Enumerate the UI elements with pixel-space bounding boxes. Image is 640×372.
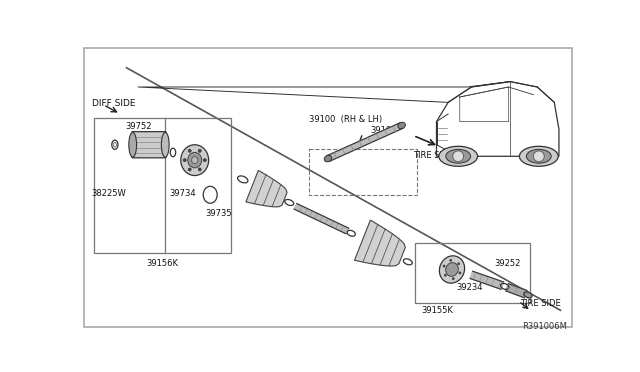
Text: 39734: 39734 bbox=[169, 189, 196, 198]
Ellipse shape bbox=[398, 122, 405, 129]
Ellipse shape bbox=[445, 263, 458, 276]
Text: 39156K: 39156K bbox=[146, 259, 178, 268]
Polygon shape bbox=[246, 170, 287, 207]
Polygon shape bbox=[506, 283, 527, 298]
Ellipse shape bbox=[520, 146, 558, 166]
Polygon shape bbox=[470, 271, 504, 289]
Ellipse shape bbox=[188, 153, 202, 168]
FancyBboxPatch shape bbox=[132, 132, 166, 158]
Text: R391006M: R391006M bbox=[522, 322, 566, 331]
Circle shape bbox=[188, 168, 191, 171]
Ellipse shape bbox=[524, 292, 532, 298]
Ellipse shape bbox=[446, 150, 470, 163]
Circle shape bbox=[183, 158, 186, 162]
Circle shape bbox=[452, 277, 454, 280]
Text: 39752: 39752 bbox=[125, 122, 152, 131]
Circle shape bbox=[458, 272, 461, 274]
Text: 39252: 39252 bbox=[495, 259, 521, 268]
Ellipse shape bbox=[526, 150, 551, 163]
Polygon shape bbox=[294, 203, 349, 234]
Bar bbox=[308, 148, 417, 195]
Text: 38225W: 38225W bbox=[92, 189, 126, 198]
Text: 39234: 39234 bbox=[456, 283, 483, 292]
Circle shape bbox=[533, 151, 544, 162]
Text: 39100  (RH & LH): 39100 (RH & LH) bbox=[308, 115, 381, 125]
Ellipse shape bbox=[161, 132, 169, 157]
Ellipse shape bbox=[180, 145, 209, 176]
Bar bbox=[415, 243, 529, 302]
Circle shape bbox=[457, 262, 460, 265]
Ellipse shape bbox=[440, 256, 465, 283]
Text: 39735: 39735 bbox=[205, 209, 232, 218]
Circle shape bbox=[444, 274, 447, 277]
Text: TIRE SIDE: TIRE SIDE bbox=[520, 299, 561, 308]
Ellipse shape bbox=[439, 146, 477, 166]
Ellipse shape bbox=[191, 157, 198, 164]
Bar bbox=[94, 118, 231, 253]
Polygon shape bbox=[327, 123, 403, 161]
Text: TIRE SIDE: TIRE SIDE bbox=[413, 151, 454, 160]
Ellipse shape bbox=[129, 132, 136, 157]
Circle shape bbox=[188, 149, 191, 153]
Text: 39155K: 39155K bbox=[421, 307, 453, 315]
Circle shape bbox=[204, 158, 206, 162]
Ellipse shape bbox=[324, 155, 332, 162]
Text: DIFF SIDE: DIFF SIDE bbox=[92, 99, 135, 108]
Circle shape bbox=[449, 259, 452, 262]
Polygon shape bbox=[355, 220, 405, 266]
Circle shape bbox=[443, 265, 445, 267]
Circle shape bbox=[198, 168, 202, 171]
Text: 39100: 39100 bbox=[371, 126, 397, 135]
Circle shape bbox=[198, 149, 202, 153]
Circle shape bbox=[452, 151, 463, 162]
